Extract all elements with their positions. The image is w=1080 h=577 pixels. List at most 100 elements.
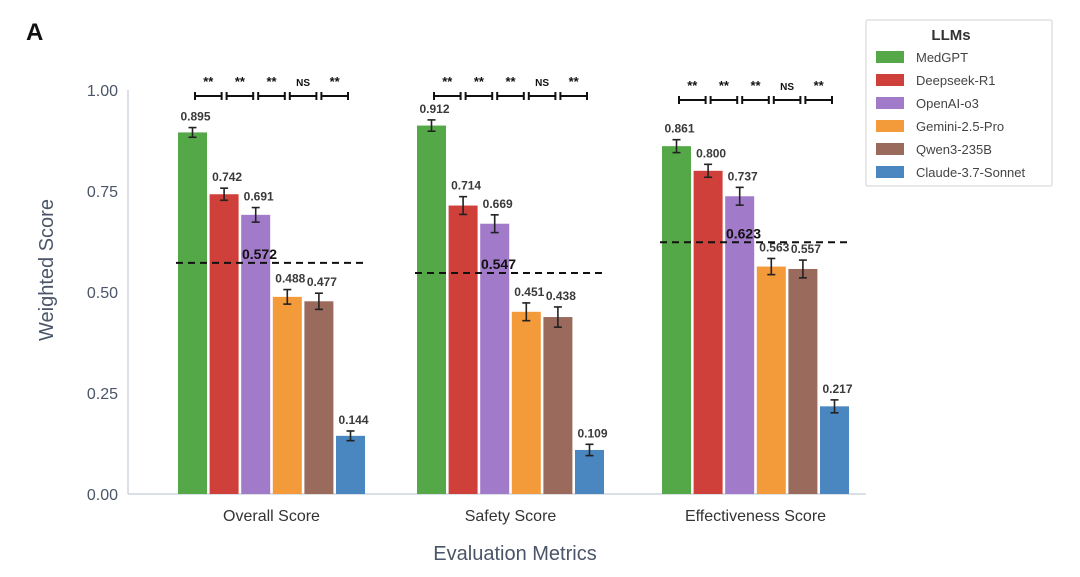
significance-label: ** — [442, 74, 453, 89]
significance-label: ** — [330, 74, 341, 89]
error-bar — [314, 292, 323, 311]
data-label: 0.563 — [759, 240, 789, 254]
error-bar — [459, 195, 468, 216]
data-label: 0.895 — [180, 110, 210, 124]
data-label: 0.691 — [244, 190, 274, 204]
legend-title: LLMs — [931, 27, 970, 44]
legend-box — [865, 19, 1053, 187]
legend-swatch — [876, 120, 904, 132]
significance-label: ** — [474, 74, 485, 89]
data-label: 0.217 — [822, 382, 852, 396]
legend-swatch — [876, 143, 904, 155]
bar — [448, 205, 478, 494]
x-tick-label: Overall Score — [223, 508, 320, 525]
significance-label: ** — [719, 78, 730, 93]
significance-bracket — [804, 96, 833, 104]
bar — [543, 317, 573, 494]
significance-bracket — [194, 92, 223, 100]
significance-label: NS — [780, 82, 794, 93]
bar — [480, 223, 510, 494]
error-bar — [283, 288, 292, 305]
significance-bracket — [433, 92, 462, 100]
error-bar — [522, 302, 531, 322]
data-label: 0.557 — [791, 242, 821, 256]
error-bar — [427, 119, 436, 133]
significance-label: ** — [687, 78, 698, 93]
legend-label: Qwen3-235B — [916, 142, 992, 157]
bar — [511, 311, 541, 494]
significance-bracket — [257, 92, 286, 100]
significance-bracket — [288, 92, 318, 100]
legend-swatch — [876, 166, 904, 178]
bar — [693, 170, 723, 495]
error-bar — [672, 138, 681, 154]
significance-label: ** — [569, 74, 580, 89]
significance-label: ** — [814, 78, 825, 93]
bar — [304, 301, 334, 494]
mean-label: 0.623 — [726, 225, 761, 241]
bar — [272, 296, 302, 494]
error-bar — [490, 214, 499, 234]
data-label: 0.451 — [514, 285, 544, 299]
legend-swatch — [876, 97, 904, 109]
significance-label: NS — [296, 78, 310, 89]
significance-label: ** — [266, 74, 277, 89]
significance-label: ** — [505, 74, 516, 89]
significance-label: ** — [203, 74, 214, 89]
mean-label: 0.547 — [481, 256, 516, 272]
significance-label: NS — [535, 78, 549, 89]
bar — [417, 125, 446, 494]
legend-label: OpenAI-o3 — [916, 96, 979, 111]
error-bar — [585, 443, 594, 457]
bar — [756, 266, 786, 494]
data-label: 0.144 — [338, 413, 368, 427]
bar — [725, 196, 755, 494]
bar — [178, 132, 207, 495]
y-tick-label: 1.00 — [87, 83, 118, 100]
y-tick-label: 0.25 — [87, 386, 118, 403]
significance-label: ** — [235, 74, 246, 89]
significance-bracket — [709, 96, 739, 104]
bar — [788, 268, 818, 494]
significance-bracket — [741, 96, 770, 104]
bar — [820, 406, 849, 494]
error-bar — [735, 186, 744, 206]
legend-label: Deepseek-R1 — [916, 73, 996, 88]
data-label: 0.714 — [451, 179, 481, 193]
significance-bracket — [464, 92, 494, 100]
bar — [662, 146, 691, 494]
x-tick-label: Safety Score — [465, 508, 557, 525]
x-tick-label: Effectiveness Score — [685, 508, 826, 525]
bar — [209, 194, 239, 494]
significance-bracket — [496, 92, 525, 100]
bar — [575, 449, 604, 494]
error-bar — [188, 126, 197, 139]
legend-label: MedGPT — [916, 50, 968, 65]
error-bar — [220, 187, 229, 202]
data-label: 0.800 — [696, 146, 726, 160]
significance-bracket — [559, 92, 588, 100]
significance-bracket — [678, 96, 707, 104]
bars-group — [178, 119, 849, 495]
y-tick-label: 0.00 — [87, 487, 118, 504]
data-label: 0.109 — [577, 426, 607, 440]
panel-label: A — [26, 19, 43, 46]
legend-swatch — [876, 51, 904, 63]
y-tick-label: 0.75 — [87, 184, 118, 201]
data-label: 0.742 — [212, 170, 242, 184]
significance-bracket — [772, 96, 802, 104]
error-bar — [346, 430, 355, 442]
bar — [336, 435, 365, 494]
legend-label: Claude-3.7-Sonnet — [916, 165, 1026, 180]
data-label: 0.669 — [483, 197, 513, 211]
legend-swatch — [876, 74, 904, 86]
x-axis-title: Evaluation Metrics — [433, 543, 596, 565]
data-label: 0.861 — [664, 122, 694, 136]
error-bar — [704, 163, 713, 179]
significance-label: ** — [750, 78, 761, 93]
y-axis-title: Weighted Score — [36, 199, 58, 341]
bar — [241, 214, 271, 494]
error-bar — [553, 306, 562, 328]
y-tick-label: 0.50 — [87, 285, 118, 302]
